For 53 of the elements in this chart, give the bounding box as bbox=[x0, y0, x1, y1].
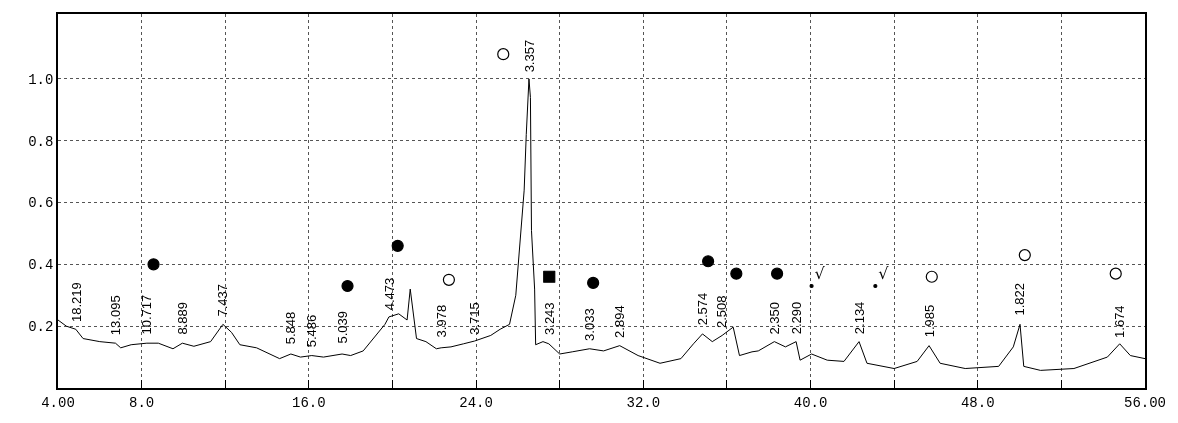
annotation: 5.039 bbox=[334, 310, 350, 344]
point bbox=[587, 276, 600, 290]
annotation: 1.985 bbox=[921, 304, 937, 338]
annotation: 3.715 bbox=[467, 302, 483, 335]
point bbox=[770, 267, 784, 280]
y-tick-label: 0.2 bbox=[28, 319, 54, 336]
point bbox=[543, 270, 556, 283]
x-tick-label: 8.0 bbox=[129, 394, 155, 411]
point bbox=[809, 283, 814, 289]
x-tick-label: 24.0 bbox=[459, 394, 493, 411]
annotation: 5.486 bbox=[304, 314, 320, 348]
annotation: 5.848 bbox=[283, 311, 299, 345]
point bbox=[1018, 248, 1031, 262]
annotation: 3.243 bbox=[541, 302, 557, 335]
annotation: 13.095 bbox=[107, 295, 123, 336]
annotation: 2.134 bbox=[851, 301, 867, 335]
point bbox=[442, 273, 455, 286]
annotation: 3.357 bbox=[521, 39, 537, 73]
y-tick-label: 0.4 bbox=[28, 257, 54, 274]
point bbox=[702, 255, 715, 268]
x-tick-label: 16.0 bbox=[292, 394, 326, 411]
point bbox=[1109, 267, 1122, 280]
annotation: 3.978 bbox=[433, 304, 449, 338]
annotation: 2.508 bbox=[714, 295, 730, 329]
point bbox=[925, 270, 938, 283]
point bbox=[730, 267, 743, 280]
x-tick-label: 32.0 bbox=[626, 394, 661, 411]
point bbox=[391, 239, 404, 252]
annotation: 8.889 bbox=[175, 301, 191, 335]
point bbox=[341, 279, 354, 293]
point bbox=[497, 48, 510, 61]
data-label: √ bbox=[814, 264, 826, 284]
annotation: 4.473 bbox=[381, 277, 397, 311]
annotation: 2.894 bbox=[612, 305, 628, 338]
data-label: √ bbox=[878, 264, 890, 284]
annotation: 18.219 bbox=[68, 282, 84, 323]
annotation: 10.717 bbox=[139, 294, 155, 335]
x-tick-label: 4.00 bbox=[41, 394, 75, 411]
y-tick-label: 1.0 bbox=[28, 71, 54, 88]
y-tick-label: 0.6 bbox=[28, 195, 54, 212]
x-tick-label: 56.00 bbox=[1123, 394, 1167, 411]
annotation: 3.033 bbox=[582, 308, 598, 341]
x-tick-label: 48.0 bbox=[960, 394, 995, 411]
y-tick-label: 0.8 bbox=[28, 133, 54, 150]
annotation: 2.350 bbox=[767, 301, 783, 335]
annotation: 1.674 bbox=[1112, 305, 1128, 338]
point bbox=[873, 283, 878, 289]
annotation: 2.290 bbox=[788, 301, 804, 335]
annotation: 1.822 bbox=[1012, 283, 1028, 316]
x-tick-label: 40.0 bbox=[793, 394, 828, 411]
point bbox=[147, 258, 160, 271]
annotation: 2.574 bbox=[694, 292, 710, 326]
annotation: 7.437 bbox=[215, 283, 231, 317]
